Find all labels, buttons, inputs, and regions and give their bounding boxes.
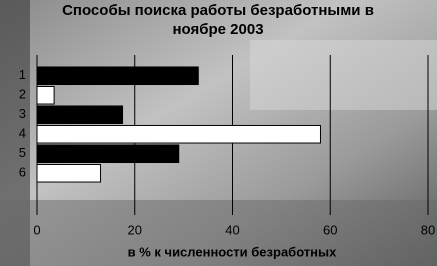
bar [37, 67, 198, 85]
x-tick-label: 40 [225, 222, 239, 237]
y-tick-label: 4 [19, 126, 26, 141]
x-tick-label: 60 [323, 222, 337, 237]
bar [37, 164, 101, 182]
bar [37, 145, 179, 163]
x-axis-label: в % к численности безработных [128, 244, 338, 259]
y-tick-label: 2 [19, 87, 26, 102]
bar [37, 86, 54, 104]
y-tick-label: 6 [19, 165, 26, 180]
background-shape [250, 40, 437, 110]
x-tick-label: 20 [128, 222, 142, 237]
x-tick-label: 80 [421, 222, 435, 237]
y-tick-label: 3 [19, 106, 26, 121]
y-tick-label: 1 [19, 67, 26, 82]
x-tick-label: 0 [33, 222, 40, 237]
chart: Способы поиска работы безработными внояб… [0, 0, 437, 266]
y-tick-label: 5 [19, 145, 26, 160]
page: Способы поиска работы безработными внояб… [0, 0, 437, 266]
bar [37, 125, 320, 143]
bar [37, 106, 123, 124]
